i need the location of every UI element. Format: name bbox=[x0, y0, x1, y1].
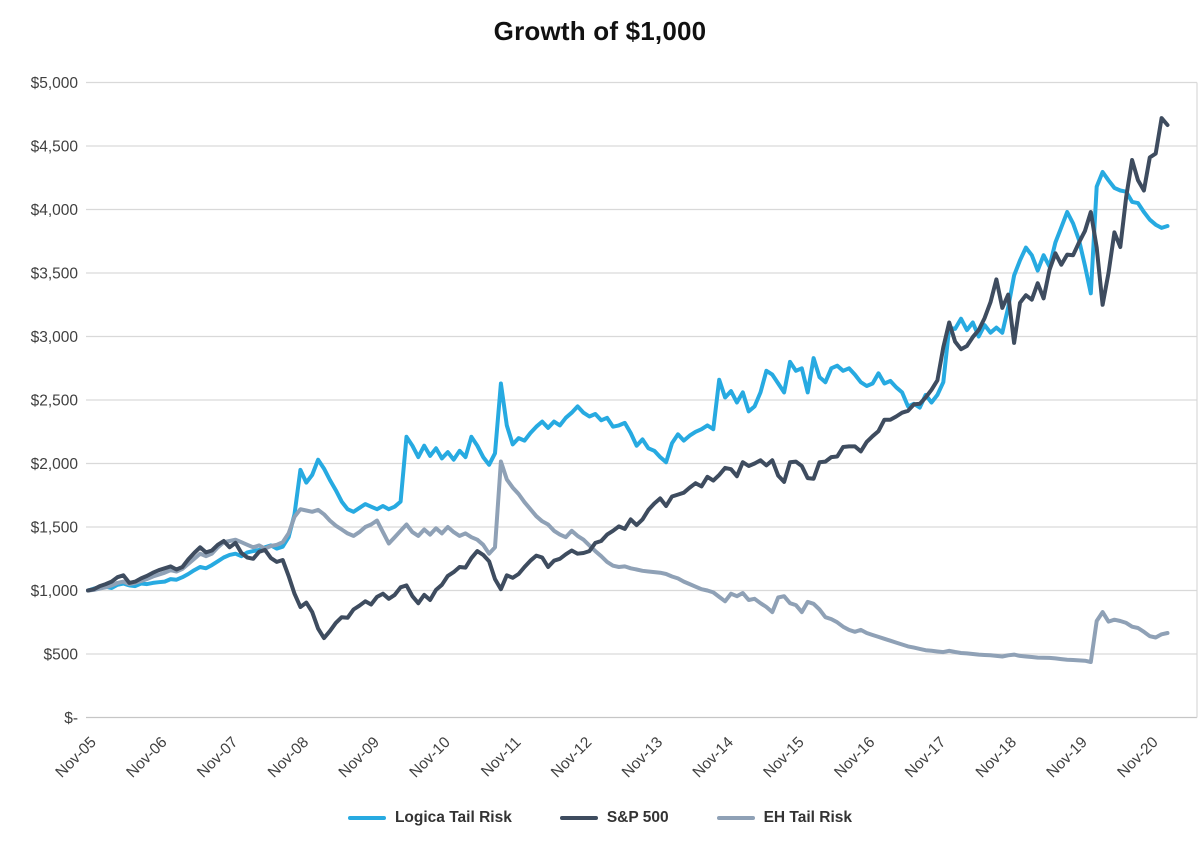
legend-item-logica-tail-risk: Logica Tail Risk bbox=[347, 809, 512, 827]
x-tick-label-Nov-10: Nov-10 bbox=[406, 734, 454, 782]
y-tick-label-2000: $2,000 bbox=[31, 456, 79, 473]
eh-tail-risk-line bbox=[86, 459, 1170, 664]
x-tick-label-Nov-06: Nov-06 bbox=[123, 734, 170, 781]
logica-tail-risk-swatch-icon bbox=[347, 815, 386, 821]
x-tick-label-Nov-08: Nov-08 bbox=[265, 734, 312, 781]
y-tick-label-0: $- bbox=[64, 710, 78, 727]
x-tick-label-Nov-17: Nov-17 bbox=[902, 734, 949, 781]
x-tick-label-Nov-20: Nov-20 bbox=[1114, 734, 1162, 782]
x-tick-label-Nov-12: Nov-12 bbox=[548, 734, 595, 781]
x-tick-label-Nov-15: Nov-15 bbox=[760, 734, 807, 781]
x-tick-label-Nov-18: Nov-18 bbox=[973, 734, 1020, 781]
legend-label-sp500: S&P 500 bbox=[606, 809, 669, 826]
sp500-swatch-icon bbox=[559, 815, 598, 821]
x-tick-label-Nov-05: Nov-05 bbox=[52, 734, 99, 781]
legend-item-eh-tail-risk: EH Tail Risk bbox=[716, 809, 853, 827]
x-tick-label-Nov-09: Nov-09 bbox=[336, 734, 383, 781]
y-tick-label-1000: $1,000 bbox=[31, 583, 79, 600]
x-tick-label-Nov-19: Nov-19 bbox=[1043, 734, 1090, 781]
legend-item-sp500: S&P 500 bbox=[559, 809, 669, 827]
y-tick-label-3000: $3,000 bbox=[31, 329, 79, 346]
s-p-500-line bbox=[86, 116, 1170, 641]
y-tick-label-500: $500 bbox=[44, 647, 79, 664]
y-tick-label-4000: $4,000 bbox=[31, 202, 79, 219]
y-tick-label-2500: $2,500 bbox=[31, 393, 79, 410]
x-tick-label-Nov-13: Nov-13 bbox=[619, 734, 666, 781]
y-tick-label-1500: $1,500 bbox=[31, 520, 79, 537]
y-tick-label-3500: $3,500 bbox=[31, 266, 79, 283]
legend-label-logica-tail-risk: Logica Tail Risk bbox=[394, 809, 512, 826]
x-tick-label-Nov-14: Nov-14 bbox=[690, 734, 738, 782]
y-tick-label-4500: $4,500 bbox=[31, 139, 79, 156]
eh-tail-risk-swatch-icon bbox=[716, 815, 755, 821]
y-tick-label-5000: $5,000 bbox=[31, 75, 79, 92]
x-tick-label-Nov-07: Nov-07 bbox=[194, 734, 241, 781]
chart-title: Growth of $1,000 bbox=[493, 16, 707, 46]
x-tick-label-Nov-16: Nov-16 bbox=[831, 734, 878, 781]
legend-label-eh-tail-risk: EH Tail Risk bbox=[763, 809, 853, 826]
chart-legend: Logica Tail Risk S&P 500 EH Tail Risk bbox=[0, 809, 1200, 827]
x-tick-label-Nov-11: Nov-11 bbox=[478, 734, 525, 781]
